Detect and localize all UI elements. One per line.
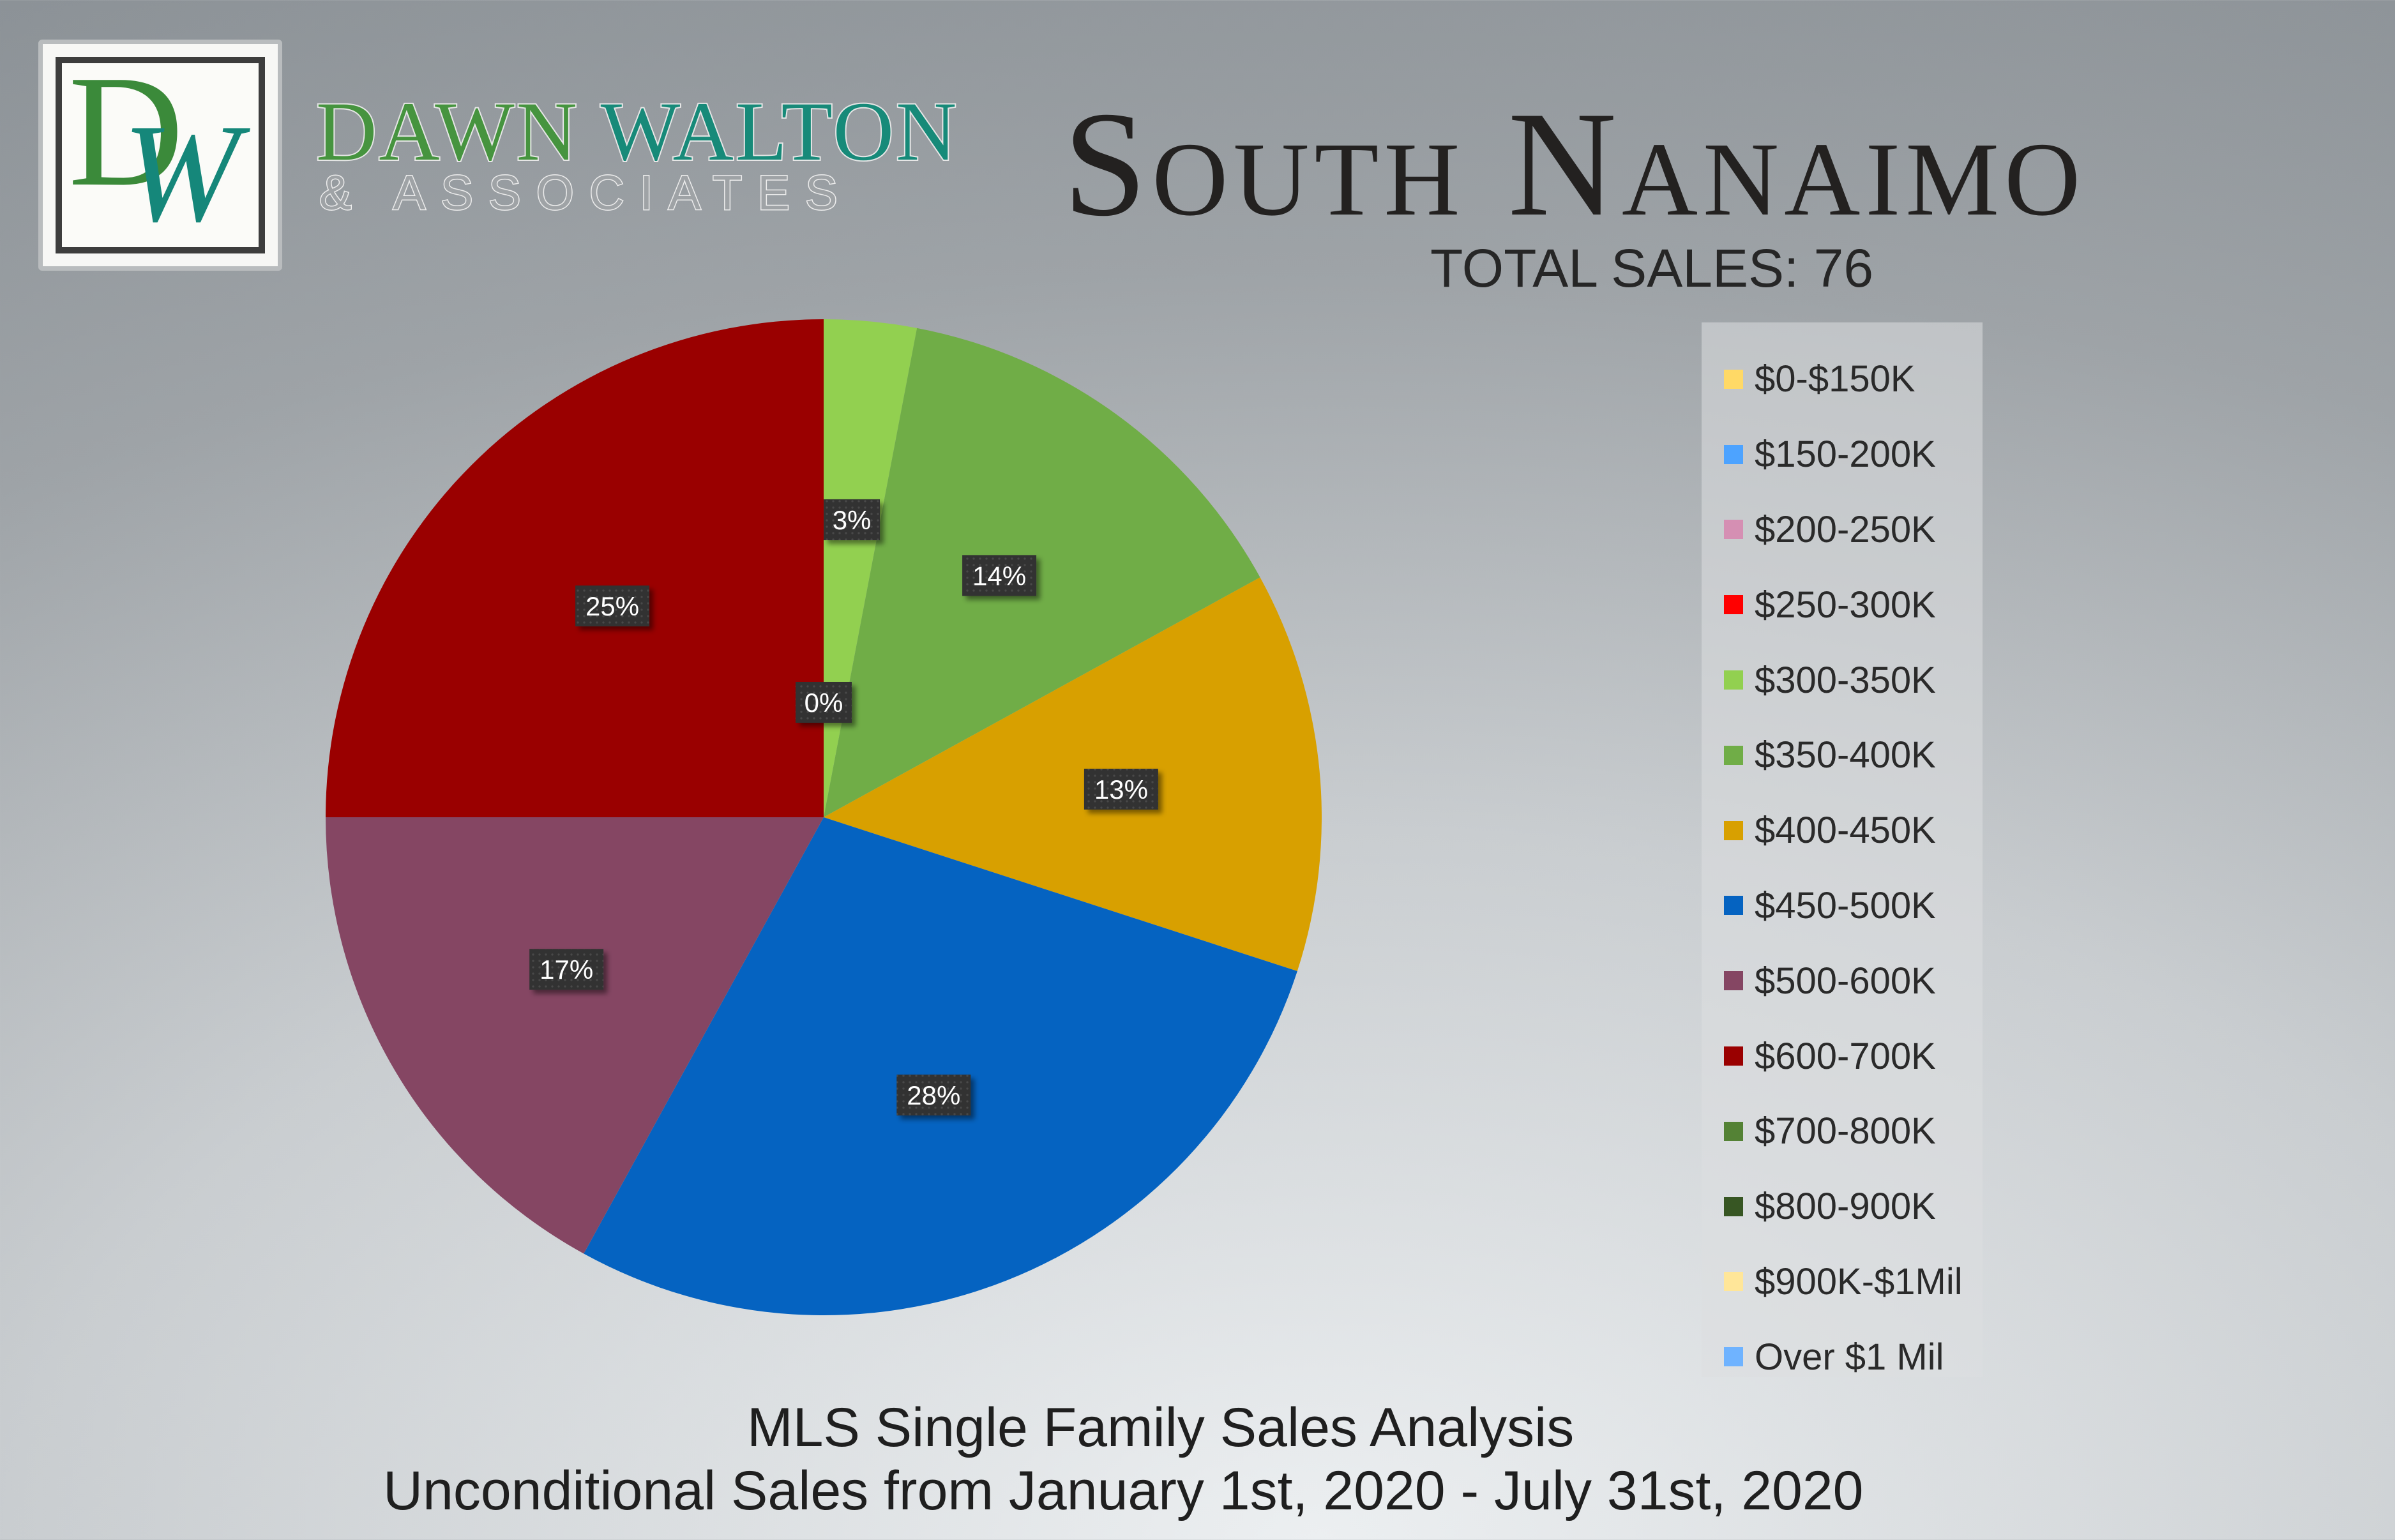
pie-data-label: 3% [824, 499, 880, 541]
legend-label: $600-700K [1755, 1035, 1936, 1077]
total-sales: TOTAL SALES: 76 [1430, 238, 1874, 298]
legend-item: $400-450K [1702, 793, 1983, 868]
brand-name-first: DAWN [315, 84, 579, 178]
legend-item: $350-400K [1702, 718, 1983, 793]
svg-text:25%: 25% [586, 591, 639, 621]
legend-swatch [1724, 1272, 1743, 1292]
legend-item: $0-$150K [1702, 342, 1983, 417]
pie-slice [824, 328, 1260, 817]
legend-label: $250-300K [1755, 584, 1936, 626]
legend-swatch [1724, 1121, 1743, 1141]
legend-label: $0-$150K [1755, 358, 1915, 400]
brand-tagline: & ASSOCIATES [319, 166, 853, 220]
svg-text:0%: 0% [805, 688, 843, 718]
pie-slice [326, 319, 824, 817]
legend-swatch [1724, 670, 1743, 690]
legend-label: $150-200K [1755, 434, 1936, 476]
legend-label: $800-900K [1755, 1186, 1936, 1228]
legend-swatch [1724, 369, 1743, 389]
legend-swatch [1724, 896, 1743, 916]
legend-swatch [1724, 1197, 1743, 1216]
legend-label: Over $1 Mil [1755, 1336, 1944, 1378]
legend-item: $500-600K [1702, 943, 1983, 1018]
legend-swatch [1724, 745, 1743, 765]
legend-item: Over $1 Mil [1702, 1319, 1983, 1394]
pie-data-label: 14% [962, 555, 1037, 596]
svg-text:17%: 17% [540, 955, 593, 985]
pie-slice [326, 817, 824, 1254]
pie-chart: 0% 3% 14% 13% 28% 17% 25% [306, 306, 1341, 1341]
legend-swatch [1724, 1347, 1743, 1367]
legend-item: $150-200K [1702, 417, 1983, 492]
logo-letter-d: D [68, 43, 184, 220]
legend-item: $800-900K [1702, 1169, 1983, 1244]
legend-swatch [1724, 820, 1743, 840]
legend-swatch [1724, 520, 1743, 540]
brand-name: DAWN WALTON [315, 88, 958, 175]
brand-name-last: WALTON [600, 84, 959, 178]
legend-label: $200-250K [1755, 508, 1936, 550]
legend-label: $300-350K [1755, 659, 1936, 701]
legend-label: $400-450K [1755, 810, 1936, 852]
logo-letter-w: W [123, 95, 240, 251]
svg-text:14%: 14% [972, 561, 1026, 591]
legend-label: $700-800K [1755, 1110, 1936, 1152]
pie-data-label: 17% [529, 949, 604, 990]
legend-item: $250-300K [1702, 567, 1983, 642]
legend-item: $900K-$1Mil [1702, 1244, 1983, 1320]
logo-monogram-frame: D W [56, 52, 265, 253]
pie-data-label: 28% [896, 1075, 971, 1116]
legend-label: $450-500K [1755, 884, 1936, 926]
legend-item: $600-700K [1702, 1018, 1983, 1094]
pie-data-label: 0% [796, 682, 852, 723]
footer-subtitle: MLS Single Family Sales Analysis [747, 1397, 1575, 1458]
legend-swatch [1724, 1046, 1743, 1066]
svg-text:13%: 13% [1094, 774, 1148, 804]
legend-swatch [1724, 444, 1743, 464]
legend-label: $500-600K [1755, 960, 1936, 1002]
svg-text:28%: 28% [907, 1080, 960, 1110]
legend-label: $350-400K [1755, 734, 1936, 776]
legend-item: $700-800K [1702, 1094, 1983, 1169]
chart-legend: $0-$150K $150-200K $200-250K $250-300K $300-… [1702, 322, 1983, 1378]
legend-label: $900K-$1Mil [1755, 1260, 1963, 1302]
footer-date-range: Unconditional Sales from January 1st, 20… [383, 1460, 1864, 1521]
company-logo: D W [38, 40, 282, 271]
pie-data-label: 13% [1084, 768, 1158, 810]
svg-text:3%: 3% [833, 505, 872, 535]
legend-swatch [1724, 595, 1743, 615]
pie-slice [824, 577, 1322, 972]
legend-item: $300-350K [1702, 642, 1983, 718]
pie-chart-svg: 0% 3% 14% 13% 28% 17% 25% [326, 319, 1322, 1315]
pie-data-label: 25% [575, 585, 650, 627]
pie-slice [584, 817, 1297, 1315]
legend-item: $200-250K [1702, 492, 1983, 568]
page-title: South Nanaimo [1063, 81, 2086, 248]
legend-swatch [1724, 971, 1743, 991]
legend-item: $450-500K [1702, 868, 1983, 944]
